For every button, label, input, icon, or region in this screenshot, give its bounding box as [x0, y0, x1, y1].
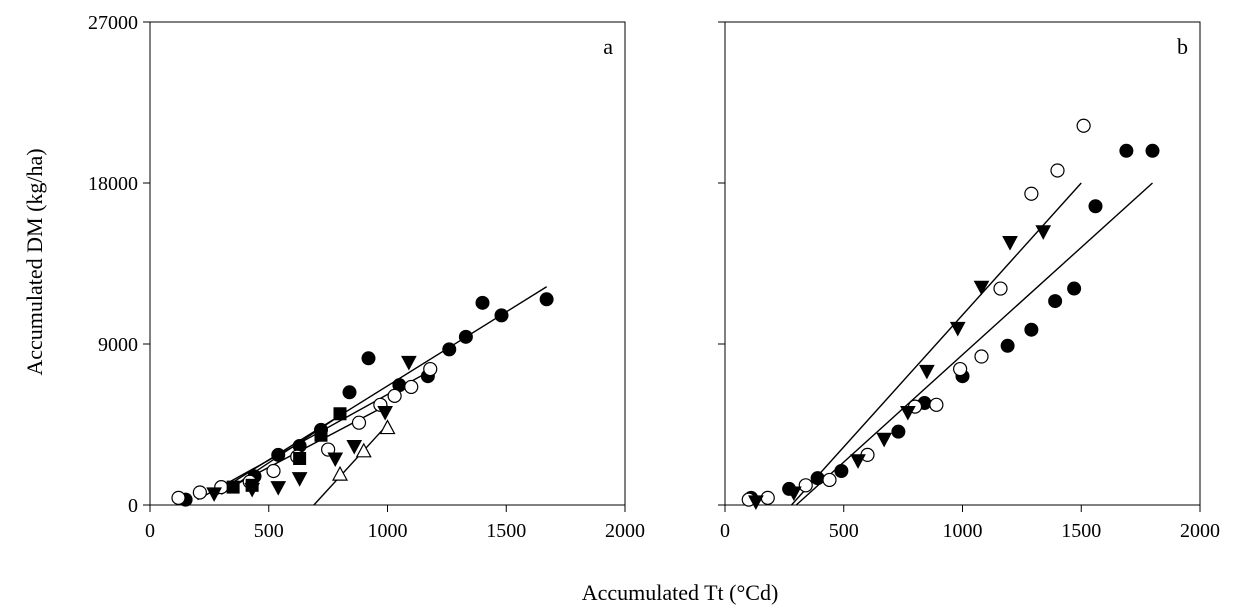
y-tick-label: 9000: [98, 334, 138, 356]
x-tick-label: 0: [145, 520, 155, 542]
data-point-filled-triangle-down: [949, 321, 966, 337]
data-point-filled-circle: [1145, 143, 1160, 158]
data-point-filled-circle: [1048, 294, 1063, 309]
regression-line: [790, 182, 1082, 506]
data-point-open-circle: [929, 397, 944, 412]
data-point-filled-triangle-down: [973, 280, 990, 296]
data-point-filled-circle: [1024, 322, 1039, 337]
data-point-filled-triangle-down: [270, 481, 287, 496]
data-point-filled-circle: [539, 292, 554, 307]
y-axis-title: Accumulated DM (kg/ha): [22, 148, 47, 375]
data-point-open-circle: [351, 415, 367, 430]
x-tick-label: 1000: [943, 520, 983, 542]
y-tick-label: 18000: [88, 173, 138, 195]
data-point-open-circle: [798, 478, 813, 493]
x-tick-label: 1000: [368, 520, 408, 542]
x-tick-label: 0: [720, 520, 730, 542]
data-point-filled-circle: [891, 424, 906, 439]
data-point-filled-square: [293, 451, 307, 465]
data-point-filled-square: [333, 407, 347, 421]
data-point-filled-circle: [1088, 199, 1103, 214]
data-point-open-triangle-up: [331, 465, 349, 481]
data-point-open-triangle-up: [379, 419, 396, 435]
y-tick-label: 27000: [88, 12, 138, 34]
x-tick-label: 2000: [605, 520, 645, 542]
x-tick-label: 1500: [1061, 520, 1101, 542]
panel-label: b: [1177, 34, 1188, 59]
data-point-filled-square: [245, 478, 259, 492]
data-point-filled-triangle-down: [900, 405, 916, 421]
data-point-filled-circle: [1000, 338, 1015, 353]
data-point-filled-triangle-down: [876, 432, 892, 448]
x-tick-label: 500: [254, 520, 284, 542]
data-point-filled-triangle-down: [850, 454, 866, 469]
data-point-filled-circle: [494, 308, 509, 323]
data-point-filled-triangle-down: [377, 405, 393, 421]
data-point-filled-triangle-down: [748, 495, 764, 510]
regression-line: [313, 424, 389, 506]
data-point-filled-square: [314, 428, 328, 442]
plot-frame: [724, 21, 1201, 506]
panel-a: 0 500 1000 1500 2000 0 9000 18000 27000 a: [88, 12, 645, 542]
data-point-filled-triangle-down: [1002, 236, 1018, 251]
data-point-open-circle: [1076, 118, 1091, 133]
data-point-open-triangle-up: [355, 442, 372, 458]
data-point-filled-circle: [271, 447, 286, 462]
data-point-filled-triangle-down: [206, 487, 222, 502]
data-point-open-circle: [1050, 163, 1065, 178]
data-point-filled-circle: [458, 329, 473, 344]
data-point-filled-triangle-down: [291, 472, 308, 487]
data-point-open-circle: [953, 361, 968, 377]
data-point-open-circle: [171, 490, 186, 505]
data-point-filled-circle: [1067, 281, 1082, 296]
data-point-filled-circle: [475, 295, 490, 310]
data-point-open-circle: [423, 361, 438, 377]
data-point-open-circle: [192, 485, 207, 500]
data-point-filled-triangle-down: [346, 439, 363, 455]
panel-b: 0 500 1000 1500 2000 b: [718, 21, 1220, 542]
panel-label: a: [603, 34, 613, 59]
data-point-filled-square: [226, 480, 240, 494]
data-point-filled-circle: [834, 464, 849, 479]
x-axis-title: Accumulated Tt (°Cd): [582, 580, 779, 605]
x-tick-label: 1500: [486, 520, 526, 542]
data-point-open-circle: [404, 379, 419, 395]
data-point-filled-circle: [342, 385, 357, 400]
data-point-filled-circle: [442, 342, 457, 357]
data-point-filled-triangle-down: [401, 355, 417, 371]
data-point-open-circle: [266, 463, 281, 479]
data-point-open-circle: [822, 472, 837, 488]
data-point-filled-triangle-down: [327, 452, 344, 468]
data-point-filled-circle: [1119, 143, 1134, 158]
data-point-filled-triangle-down: [919, 364, 935, 380]
x-tick-label: 2000: [1180, 520, 1220, 542]
data-point-filled-circle: [361, 351, 376, 366]
data-point-filled-triangle-down: [1035, 225, 1052, 240]
data-point-open-circle: [993, 281, 1008, 296]
data-point-filled-triangle-down: [786, 486, 802, 502]
data-point-open-circle: [760, 490, 775, 505]
regression-line: [795, 182, 1153, 506]
data-point-open-circle: [974, 349, 989, 364]
data-point-open-circle: [1024, 186, 1039, 201]
data-point-filled-circle: [810, 471, 825, 486]
y-tick-label: 0: [128, 495, 138, 517]
data-point-open-circle: [387, 388, 402, 403]
x-tick-label: 500: [829, 520, 859, 542]
